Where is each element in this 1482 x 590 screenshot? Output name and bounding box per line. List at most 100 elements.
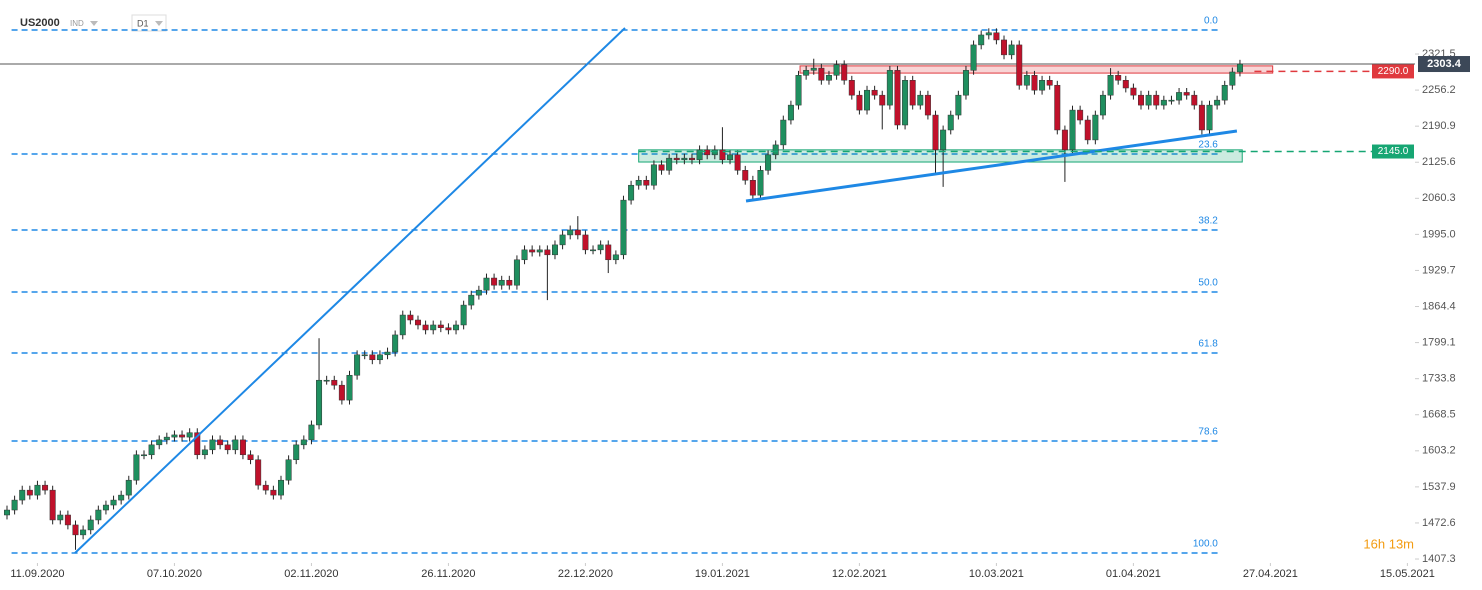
candle-body (1206, 104, 1213, 131)
candle-body (1191, 94, 1198, 106)
candle-body (118, 494, 125, 501)
candle-body (1031, 75, 1038, 91)
candle-body (978, 34, 985, 46)
dropdown-arrow[interactable] (90, 21, 98, 26)
candle-body (841, 64, 848, 81)
candle-body (1115, 75, 1122, 81)
level-label-box (1372, 64, 1414, 79)
candle-body (719, 149, 726, 161)
candle-body (1168, 99, 1175, 102)
candle-body (940, 129, 947, 151)
candle-body (696, 149, 703, 161)
y-tick-label: 1733.8 (1422, 373, 1456, 385)
candle-body (422, 324, 429, 331)
candle-body (1183, 92, 1190, 96)
fib-label: 78.6 (1198, 427, 1218, 438)
candle-body (1084, 119, 1091, 141)
candle-body (1023, 75, 1030, 86)
candle-body (787, 104, 794, 121)
candle-body (955, 94, 962, 116)
fib-label: 50.0 (1198, 278, 1218, 289)
candle-body (369, 354, 376, 361)
candle-body (666, 157, 673, 171)
fib-label: 61.8 (1198, 339, 1218, 350)
fib-label: 23.6 (1198, 140, 1218, 151)
candle-body (278, 479, 284, 496)
candle-body (232, 439, 239, 451)
candle-body (848, 80, 855, 96)
candle-body (49, 489, 56, 521)
candle-body (628, 184, 635, 201)
candle-body (376, 354, 383, 361)
candle-body (125, 479, 132, 496)
x-tick-label: 07.10.2020 (147, 568, 202, 580)
candle-body (529, 249, 536, 253)
y-tick-label: 1668.5 (1422, 409, 1456, 421)
candle-body (1221, 84, 1228, 101)
candle-body (612, 254, 619, 261)
candle-body (4, 509, 10, 516)
candle-body (833, 64, 840, 76)
candle-body (239, 439, 246, 456)
candle-body (384, 351, 391, 356)
candle-body (886, 70, 893, 106)
timeframe[interactable]: D1 (137, 18, 149, 28)
candle-body (803, 70, 810, 76)
candle-body (186, 432, 193, 438)
x-tick-label: 27.04.2021 (1243, 568, 1298, 580)
zone (799, 65, 1274, 74)
candle-body (864, 89, 871, 111)
candle-body (818, 67, 825, 81)
y-tick-label: 2125.6 (1422, 156, 1456, 168)
x-tick-label: 10.03.2021 (969, 568, 1024, 580)
candle-body (658, 164, 665, 171)
candle-body (574, 229, 581, 236)
candle-body (749, 179, 756, 196)
candle-body (742, 170, 749, 181)
candle-body (544, 249, 551, 256)
candle-body (110, 499, 117, 506)
candle-body (780, 119, 787, 146)
candle-body (825, 75, 832, 81)
candle-body (316, 379, 323, 426)
x-tick-label: 26.11.2020 (421, 568, 475, 580)
y-tick-label: 1472.6 (1422, 517, 1456, 529)
candle-body (1069, 109, 1076, 151)
x-tick-label: 19.01.2021 (695, 568, 750, 580)
candle-body (909, 80, 916, 106)
candle-body (354, 354, 361, 376)
candle-body (34, 484, 41, 496)
candle-body (711, 149, 718, 156)
candle-body (1039, 80, 1046, 91)
candle-body (26, 489, 33, 496)
candle-body (582, 234, 589, 251)
candle-body (1054, 84, 1061, 131)
candle-body (1092, 114, 1099, 141)
candle-body (551, 244, 558, 256)
candle-body (704, 149, 711, 156)
y-tick-label: 1929.7 (1422, 264, 1456, 276)
candle-body (209, 439, 216, 451)
candle-body (993, 32, 1000, 41)
candle-body (902, 80, 909, 126)
x-tick-label: 15.05.2021 (1380, 568, 1435, 580)
dropdown-arrow[interactable] (155, 21, 163, 26)
candle-body (673, 157, 680, 161)
fib-label: 38.2 (1198, 216, 1218, 227)
candle-body (757, 170, 764, 196)
plot-area: 0.0 23.6 38.2 50.0 61.8 78.6 100.0 (0, 16, 1415, 554)
candle-body (163, 436, 170, 441)
y-tick-label: 1799.1 (1422, 337, 1456, 349)
candle-body (1061, 129, 1068, 151)
candle-body (217, 439, 224, 446)
timeframe-box[interactable] (131, 14, 167, 32)
candle-body (643, 179, 650, 186)
x-tick-label: 02.11.2020 (284, 568, 338, 580)
candle-body (399, 314, 406, 336)
candle-body (475, 289, 482, 296)
candle-body (1160, 99, 1167, 106)
candle-body (1008, 44, 1015, 56)
candle-body (468, 294, 475, 306)
candle-body (148, 444, 155, 456)
candle-body (407, 314, 414, 321)
